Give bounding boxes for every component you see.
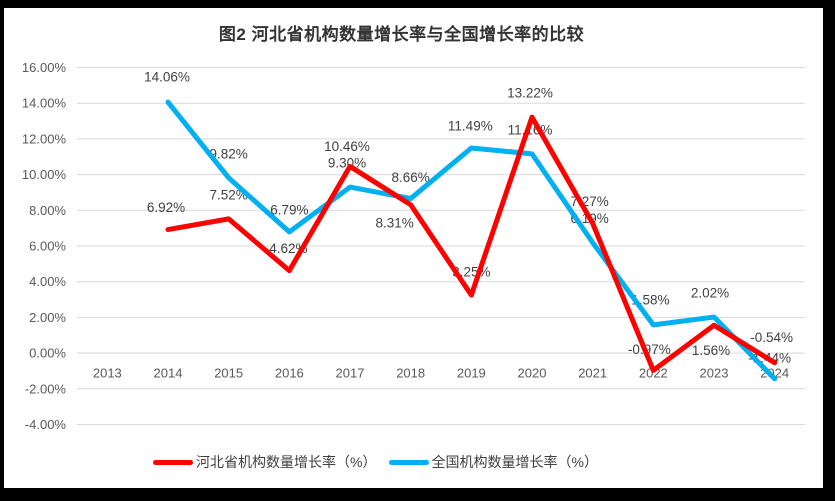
y-axis-tick-label: 14.00%	[22, 96, 67, 111]
data-label: 14.06%	[144, 70, 190, 85]
x-axis-tick-label: 2015	[214, 366, 243, 381]
x-axis-tick-label: 2017	[336, 366, 365, 381]
legend: 河北省机构数量增长率（%） 全国机构数量增长率（%）	[0, 452, 785, 472]
data-label: 10.46%	[324, 139, 370, 154]
x-axis-tick-label: 2022	[639, 366, 668, 381]
y-axis-tick-label: 16.00%	[22, 60, 67, 75]
legend-line-sample-hebei-icon	[153, 459, 194, 465]
x-axis-tick-label: 2016	[275, 366, 304, 381]
data-label: 1.56%	[692, 343, 730, 358]
data-label: 6.79%	[270, 202, 308, 217]
legend-label-national: 全国机构数量增长率（%）	[431, 454, 598, 470]
series-line-hebei	[165, 114, 778, 373]
data-label: 9.82%	[210, 146, 248, 161]
y-axis-tick-label: 8.00%	[29, 203, 66, 218]
data-label: 8.31%	[376, 215, 414, 230]
x-axis-tick-label: 2013	[93, 366, 122, 381]
x-axis-tick-label: 2020	[518, 366, 547, 381]
chart-canvas: 16.00% 14.00% 12.00% 10.00% 8.00% 6.00% 4.00% 2…	[22, 60, 805, 432]
data-label: 6.92%	[147, 200, 185, 215]
y-axis-tick-label: 0.00%	[29, 346, 66, 361]
data-label: 2.02%	[691, 286, 729, 301]
x-axis-tick-label: 2021	[578, 366, 607, 381]
legend-label-hebei: 河北省机构数量增长率（%）	[196, 454, 377, 470]
legend-line-sample-national-icon	[388, 459, 429, 465]
data-label: 8.66%	[392, 170, 430, 185]
x-axis-tick-label: 2023	[700, 366, 729, 381]
x-axis-tick-label: 2014	[154, 366, 183, 381]
y-axis-tick-label: -2.00%	[25, 381, 67, 396]
data-label: 13.22%	[507, 86, 553, 101]
data-label: 9.30%	[328, 156, 366, 171]
data-label: 11.49%	[448, 119, 493, 134]
y-axis-tick-label: 6.00%	[29, 239, 66, 254]
data-label: -0.54%	[750, 330, 793, 345]
y-axis-tick-label: 12.00%	[22, 131, 67, 146]
data-label: -0.97%	[628, 342, 671, 357]
y-axis-tick-label: 2.00%	[29, 310, 66, 325]
x-axis-tick-label: 2018	[396, 366, 425, 381]
legend-item-national: 全国机构数量增长率（%）	[388, 452, 598, 472]
chart-title: 图2 河北省机构数量增长率与全国增长率的比较	[218, 25, 585, 44]
x-axis-tick-label: 2019	[457, 366, 486, 381]
chart-area: 图2 河北省机构数量增长率与全国增长率的比较 16.00% 14.00% 12.00…	[4, 8, 823, 488]
series-line-national	[165, 99, 778, 382]
y-axis-tick-label: 10.00%	[22, 167, 67, 182]
y-axis-tick-label: 4.00%	[29, 274, 66, 289]
legend-item-hebei: 河北省机构数量增长率（%）	[153, 452, 377, 472]
data-label: 7.52%	[210, 187, 248, 202]
y-axis-tick-label: -4.00%	[25, 417, 67, 432]
